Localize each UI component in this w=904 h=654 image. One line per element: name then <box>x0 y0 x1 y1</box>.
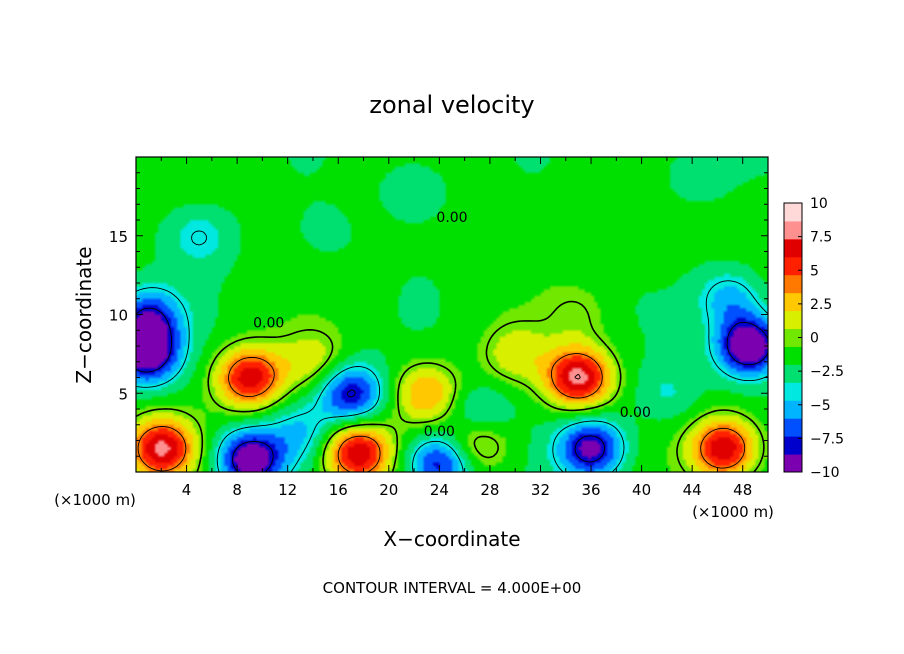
x-tick-label: 28 <box>480 481 499 499</box>
x-tick-label: 8 <box>232 481 242 499</box>
colorbar-tick-label: 10 <box>810 196 828 212</box>
colorbar-tick-label: −10 <box>810 465 840 481</box>
contour-labels: 0.00 0.00 0.00 0.00 <box>253 210 651 440</box>
colorbar-tick-label: −7.5 <box>810 431 844 447</box>
y-tick-label: 10 <box>109 307 128 325</box>
chart-title: zonal velocity <box>369 91 534 119</box>
colorbar-cell <box>784 220 802 240</box>
colorbar-cell <box>784 346 802 365</box>
contour-label: 0.00 <box>620 405 651 421</box>
contour-line <box>136 300 765 472</box>
x-axis-label: X−coordinate <box>383 527 520 551</box>
colorbar-cell <box>784 418 802 437</box>
colorbar-ticks: 10 7.5 5 2.5 0 −2.5 −5 −7.5 −10 <box>798 196 844 481</box>
x-unit-right: (×1000 m) <box>692 503 774 521</box>
colorbar-cells <box>784 203 802 473</box>
colorbar-cell <box>784 400 802 419</box>
contour-lines <box>136 230 768 472</box>
velocity-field-image <box>136 157 768 472</box>
x-tick-label: 44 <box>683 481 702 499</box>
colorbar-cell <box>784 382 802 401</box>
x-tick-label: 32 <box>531 481 550 499</box>
colorbar-tick-label: 7.5 <box>810 230 832 246</box>
colorbar-tick-label: 2.5 <box>810 297 832 313</box>
x-tick-label: 12 <box>278 481 297 499</box>
colorbar-cell <box>784 238 802 258</box>
colorbar: 10 7.5 5 2.5 0 −2.5 −5 −7.5 −10 <box>783 196 844 481</box>
colorbar-tick-label: 0 <box>810 331 819 347</box>
colorbar-cell <box>784 364 802 383</box>
x-tick-label: 16 <box>329 481 348 499</box>
contour-interval-note: CONTOUR INTERVAL = 4.000E+00 <box>323 579 582 597</box>
colorbar-cell <box>784 310 802 330</box>
colorbar-cell <box>784 328 802 347</box>
contour-line <box>136 230 768 472</box>
colorbar-cell <box>784 203 802 222</box>
x-tick-label: 24 <box>430 481 449 499</box>
contour-label: 0.00 <box>436 210 467 226</box>
y-axis-ticks: 5 10 15 <box>109 172 768 457</box>
x-tick-label: 48 <box>733 481 752 499</box>
colorbar-tick-label: 5 <box>810 263 819 279</box>
colorbar-cell <box>784 274 802 294</box>
x-tick-label: 36 <box>581 481 600 499</box>
contour-label: 0.00 <box>253 315 284 331</box>
x-tick-label: 20 <box>379 481 398 499</box>
colorbar-tick-label: −2.5 <box>810 364 844 380</box>
x-tick-label: 4 <box>182 481 192 499</box>
colorbar-cell <box>784 454 802 473</box>
colorbar-cell <box>784 436 802 455</box>
contour-line <box>137 353 746 472</box>
x-axis-ticks: 4 8 12 16 20 24 28 32 36 40 44 48 <box>160 157 752 499</box>
colorbar-tick-label: −5 <box>810 398 831 414</box>
y-tick-label: 15 <box>109 228 128 246</box>
colorbar-cell <box>784 292 802 312</box>
x-unit-left: (×1000 m) <box>54 491 136 509</box>
contour-line <box>136 307 768 472</box>
contour-label: 0.00 <box>424 424 455 440</box>
contour-line <box>574 373 581 380</box>
y-tick-label: 5 <box>118 385 128 403</box>
colorbar-cell <box>784 256 802 276</box>
x-tick-label: 40 <box>632 481 651 499</box>
y-axis-label: Z−coordinate <box>72 246 96 383</box>
velocity-field <box>136 157 768 472</box>
